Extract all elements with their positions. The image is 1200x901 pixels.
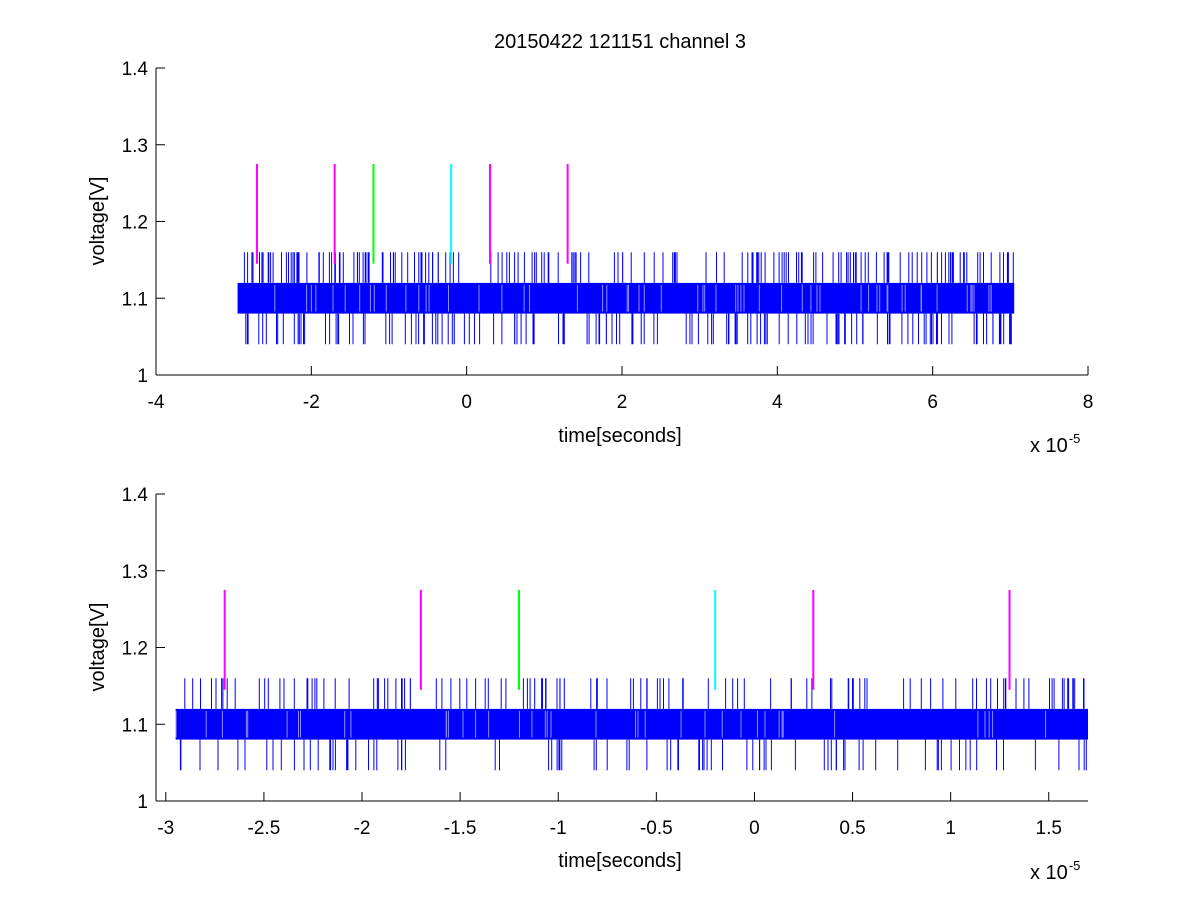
top-plot-voltage-band xyxy=(237,282,1015,314)
top-plot-y-tick-label: 1.1 xyxy=(122,289,148,310)
top-plot-x-tick-label: 0 xyxy=(461,392,472,413)
top-plot-y-tick-label: 1 xyxy=(137,366,148,387)
bottom-plot-y-tick-label: 1 xyxy=(137,792,148,813)
bottom-plot-x-tick-label: 0 xyxy=(749,818,760,839)
figure-title: 20150422 121151 channel 3 xyxy=(494,31,746,53)
bottom-plot: -3 -2.5 -2 -1.5 -1 -0.5 0 0.5 1 1.511.11.21.31.4 … xyxy=(87,485,1089,884)
top-plot: -4 -2 0 2 4 6 8 1 1.1 1.2 1.3 1.4 time[seconds] vol… xyxy=(87,59,1093,457)
bottom-plot-voltage-spikes xyxy=(179,678,1087,771)
bottom-plot-area xyxy=(156,494,1088,801)
top-plot-markers xyxy=(255,163,569,264)
top-plot-series xyxy=(237,252,1015,345)
bottom-plot-ylabel: voltage[V] xyxy=(87,603,109,692)
top-plot-xlabel: time[seconds] xyxy=(558,425,681,447)
bottom-plot-y-tick-label: 1.1 xyxy=(122,715,148,736)
top-plot-ylabel: voltage[V] xyxy=(87,177,109,266)
top-plot-x-multiplier: x 10-5 xyxy=(1030,431,1080,457)
bottom-plot-y-tick-label: 1.2 xyxy=(122,639,148,660)
top-plot-x-tick-label: 4 xyxy=(772,392,783,413)
bottom-plot-x-tick-label: 1 xyxy=(945,818,956,839)
top-plot-voltage-texture xyxy=(274,284,992,312)
top-plot-y-tick-label: 1.4 xyxy=(122,59,149,80)
bottom-plot-x-tick-label: 1.5 xyxy=(1036,818,1062,839)
bottom-plot-y-tick-label: 1.4 xyxy=(122,485,149,506)
bottom-plot-y-tick-label: 1.3 xyxy=(122,562,148,583)
bottom-plot-x-tick-label: -2.5 xyxy=(248,818,281,839)
bottom-plot-x-tick-label: -1 xyxy=(550,818,567,839)
bottom-plot-series xyxy=(175,678,1089,771)
top-plot-x-tick-label: -2 xyxy=(303,392,320,413)
bottom-plot-markers xyxy=(223,589,1011,690)
bottom-plot-axes: -3 -2.5 -2 -1.5 -1 -0.5 0 0.5 1 1.5 1 1.1 1.2 1.3 1.4 xyxy=(122,485,1088,839)
bottom-plot-x-tick-label: -0.5 xyxy=(640,818,673,839)
top-plot-x-tick-label: 6 xyxy=(927,392,938,413)
bottom-plot-voltage-texture xyxy=(175,710,1047,738)
bottom-plot-x-tick-label: -1.5 xyxy=(444,818,477,839)
bottom-plot-x-multiplier: x 10-5 xyxy=(1030,858,1080,884)
top-plot-x-tick-label: -4 xyxy=(148,392,165,413)
top-plot-voltage-spikes xyxy=(243,252,1014,345)
bottom-plot-x-tick-label: 0.5 xyxy=(839,818,865,839)
top-plot-axes: -4 -2 0 2 4 6 8 1 1.1 1.2 1.3 1.4 xyxy=(122,59,1094,413)
top-plot-y-tick-label: 1.2 xyxy=(122,213,148,234)
top-plot-x-tick-label: 8 xyxy=(1083,392,1094,413)
bottom-plot-voltage-band xyxy=(175,708,1089,740)
top-plot-y-tick-label: 1.3 xyxy=(122,136,148,157)
top-plot-area xyxy=(156,68,1088,375)
bottom-plot-x-tick-label: -3 xyxy=(157,818,174,839)
bottom-plot-x-tick-label: -2 xyxy=(354,818,371,839)
bottom-plot-xlabel: time[seconds] xyxy=(558,850,681,872)
top-plot-x-tick-label: 2 xyxy=(617,392,628,413)
